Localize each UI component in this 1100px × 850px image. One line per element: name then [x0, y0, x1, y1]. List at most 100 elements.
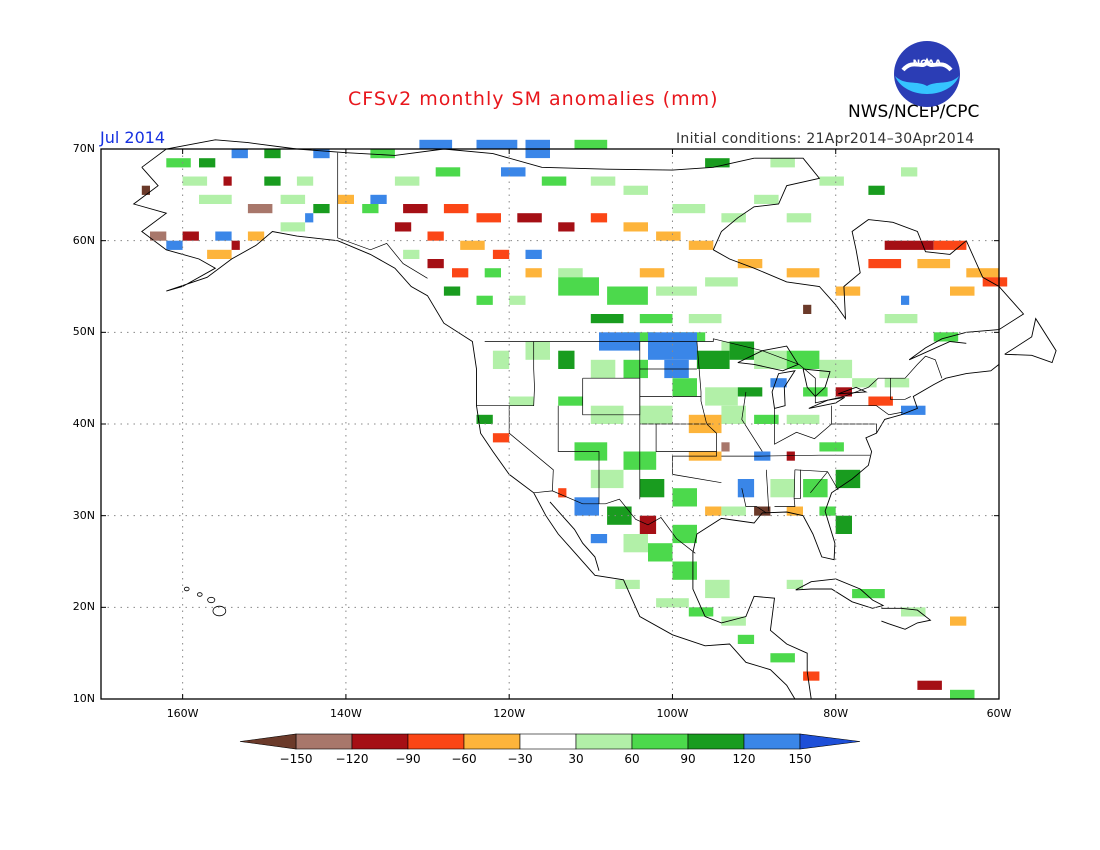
anomaly-cell — [615, 579, 640, 589]
anomaly-cell — [754, 194, 779, 204]
anomaly-cell — [754, 414, 779, 424]
island — [212, 605, 227, 617]
anomaly-cell — [803, 304, 812, 314]
anomaly-cell — [966, 268, 999, 278]
anomaly-cell — [305, 213, 314, 223]
anomaly-cell — [786, 506, 803, 516]
border-line — [741, 488, 767, 514]
coastline — [808, 396, 845, 409]
anomaly-cell — [917, 259, 951, 269]
anomaly-cell — [884, 378, 910, 388]
anomaly-cell — [558, 488, 567, 498]
anomaly-cell — [509, 295, 526, 305]
anomaly-cell — [835, 515, 852, 534]
anomaly-cell — [901, 295, 910, 305]
anomaly-cell — [280, 222, 306, 232]
anomaly-cell — [558, 277, 599, 296]
anomaly-cell — [901, 167, 918, 177]
anomaly-cell — [884, 314, 918, 324]
anomaly-cell — [688, 607, 714, 617]
colorbar-segment — [295, 733, 353, 750]
colorbar-label: 60 — [624, 752, 640, 766]
anomaly-cell — [199, 158, 216, 168]
anomaly-cell — [247, 231, 265, 241]
anomaly-cell — [427, 259, 444, 269]
anomaly-cell — [737, 479, 755, 498]
coastline — [141, 139, 755, 171]
anomaly-cell — [141, 185, 150, 195]
anomaly-cell — [786, 350, 820, 369]
anomaly-cell — [819, 442, 844, 452]
anomaly-cell — [264, 149, 281, 159]
anomaly-cell — [656, 598, 689, 608]
anomaly-cell — [215, 231, 232, 241]
anomaly-cell — [982, 277, 1008, 287]
anomaly-cell — [182, 231, 199, 241]
coastline — [771, 370, 796, 409]
anomaly-cell — [166, 240, 183, 250]
map-title: CFSv2 monthly SM anomalies (mm) — [348, 88, 719, 110]
anomaly-cell — [590, 176, 616, 186]
anomaly-cell — [623, 359, 648, 379]
anomaly-cell — [737, 634, 755, 644]
anomaly-cell — [247, 204, 273, 214]
anomaly-cell — [313, 149, 330, 159]
anomaly-cell — [656, 286, 697, 296]
anomaly-cell — [639, 405, 673, 424]
anomaly-cell — [933, 332, 959, 342]
colorbar-label: −90 — [395, 752, 421, 766]
anomaly-cell — [427, 231, 444, 241]
island — [196, 592, 203, 597]
anomaly-cell — [223, 176, 232, 186]
anomaly-cell — [696, 350, 730, 369]
anomaly-cell — [786, 268, 820, 278]
latitude-label: 40N — [72, 417, 95, 430]
colorbar-label: −150 — [279, 752, 313, 766]
anomaly-cell — [803, 479, 828, 498]
anomaly-cell — [150, 231, 167, 241]
latitude-label: 20N — [72, 600, 95, 614]
anomaly-cell — [639, 314, 673, 324]
longitude-label: 60W — [986, 707, 1012, 720]
coastline — [795, 578, 885, 609]
anomaly-cell — [590, 314, 624, 324]
anomaly-cell — [950, 286, 975, 296]
border-line — [337, 152, 428, 279]
anomaly-cell — [525, 249, 542, 259]
anomaly-cell — [721, 442, 730, 452]
anomaly-cell — [623, 534, 648, 553]
anomaly-cell — [492, 350, 510, 369]
island — [183, 586, 190, 592]
colorbar-segment — [687, 733, 745, 750]
coastline — [881, 607, 932, 630]
anomaly-cell — [182, 176, 208, 186]
anomaly-cell — [509, 396, 534, 406]
anomaly-cell — [705, 506, 722, 516]
coastline — [692, 364, 1000, 700]
anomaly-cell — [296, 176, 314, 186]
colorbar-label: 120 — [732, 752, 756, 766]
anomaly-cell — [868, 396, 893, 406]
anomaly-cell — [313, 204, 330, 214]
coastline — [1004, 317, 1057, 364]
anomaly-cell — [656, 231, 681, 241]
longitude-label: 80W — [823, 707, 849, 720]
anomaly-cell — [443, 286, 461, 296]
longitude-label: 120W — [493, 707, 526, 720]
anomaly-cell — [394, 176, 420, 186]
anomaly-cell — [737, 259, 763, 269]
anomaly-cell — [492, 433, 510, 443]
colorbar-label: −60 — [451, 752, 477, 766]
anomaly-cell — [460, 240, 485, 250]
anomaly-cell — [721, 506, 746, 516]
longitude-label: 100W — [656, 707, 689, 720]
anomaly-cell — [419, 139, 453, 149]
colorbar-segment — [519, 733, 577, 750]
initial-conditions-label: Initial conditions: 21Apr2014–30Apr2014 — [676, 131, 975, 147]
anomaly-cell — [819, 176, 844, 186]
anomaly-cell — [639, 268, 665, 278]
anomaly-cell — [525, 341, 550, 360]
latitude-label: 10N — [72, 692, 95, 705]
coastline — [132, 167, 796, 700]
